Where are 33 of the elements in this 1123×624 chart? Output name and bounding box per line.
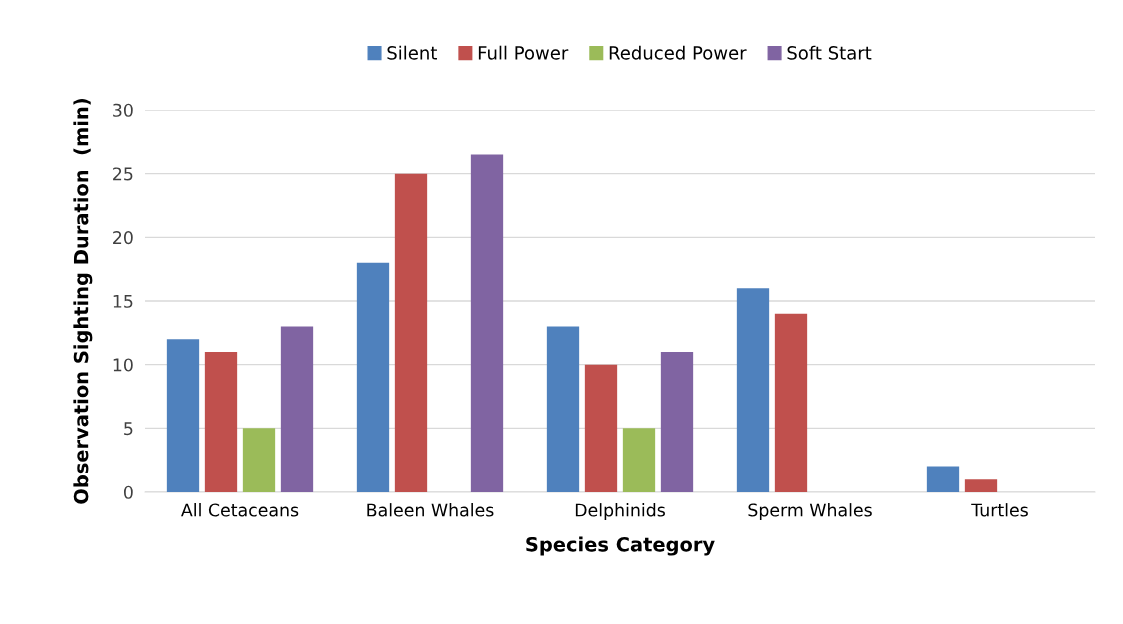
bar: [394, 173, 428, 492]
y-tick-label: 15: [113, 294, 133, 308]
legend-label: Silent: [387, 45, 437, 60]
bar: [166, 339, 200, 492]
y-tick-label: 30: [113, 103, 133, 117]
bar: [622, 428, 656, 492]
bar: [470, 154, 504, 492]
y-tick-label: 0: [123, 485, 133, 499]
bar: [774, 313, 808, 492]
x-tick-label: Delphinids: [575, 503, 665, 520]
legend-label: Soft Start: [787, 45, 872, 60]
y-tick-label: 5: [124, 422, 133, 436]
bar: [964, 479, 998, 492]
x-axis-title: Species Category: [526, 536, 715, 556]
x-tick-label: Baleen Whales: [367, 503, 494, 517]
y-axis-title: Observation Sighting Duration (min): [73, 98, 93, 504]
bar: [242, 428, 276, 492]
bar: [926, 466, 960, 492]
bar: [356, 262, 390, 492]
y-tick-label: 20: [113, 231, 133, 245]
bar: [660, 351, 694, 492]
bar: [546, 326, 580, 492]
legend-label: Reduced Power: [609, 45, 747, 60]
bar: [584, 364, 618, 492]
legend-label: Full Power: [478, 45, 569, 60]
x-tick-label: All Cetaceans: [181, 503, 299, 517]
x-tick-label: Sperm Whales: [748, 503, 872, 520]
bar: [280, 326, 314, 492]
y-tick-label: 10: [113, 358, 133, 372]
bar: [736, 288, 770, 492]
bar: [204, 351, 238, 492]
y-tick-label: 25: [113, 167, 133, 181]
x-tick-label: Turtles: [971, 503, 1028, 517]
